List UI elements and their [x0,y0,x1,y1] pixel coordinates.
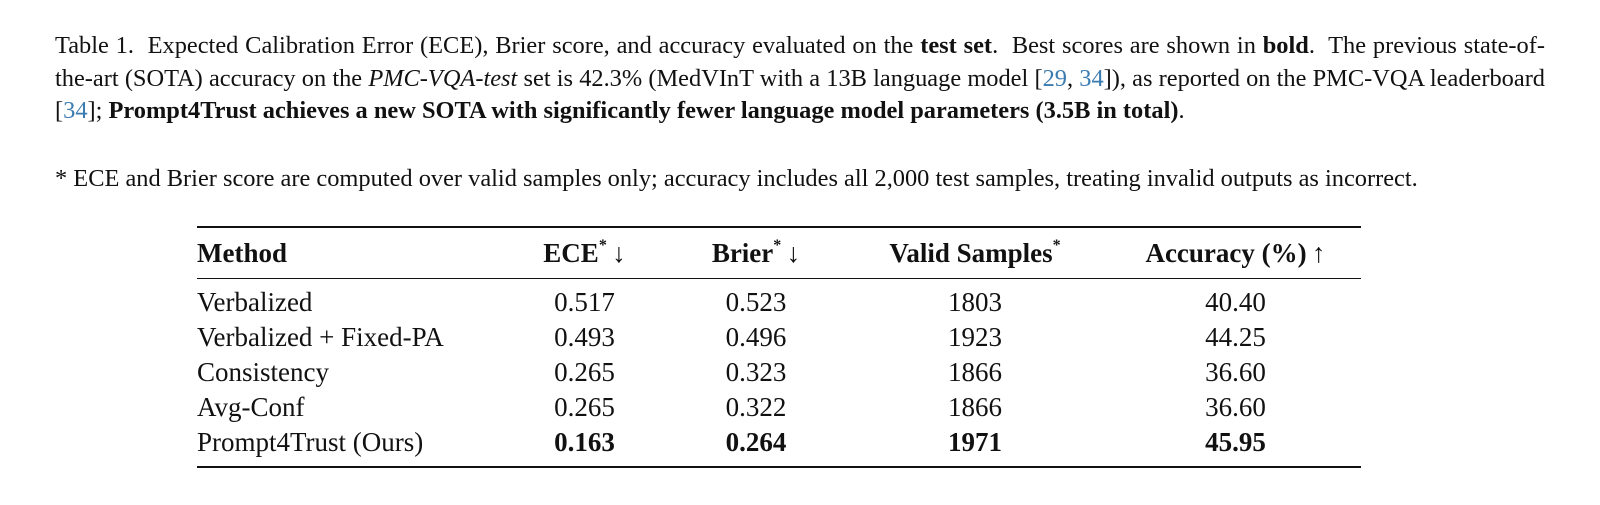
cell-brier: 0.264 [672,425,840,468]
cell-valid-samples: 1971 [840,425,1110,468]
dataset-name: PMC-VQA-test [368,64,518,92]
cell-accuracy: 40.40 [1205,287,1266,317]
cell-ece: 0.265 [554,357,615,387]
table-body: Verbalized 0.517 0.523 1803 40.40 Verbalized … [197,279,1361,468]
cell-accuracy: 44.25 [1205,322,1266,352]
cell-method: Verbalized + Fixed-PA [197,322,444,352]
cell-ece: 0.265 [554,392,615,422]
caption-sota-claim: Prompt4Trust achieves a new SOTA with si… [108,97,1179,124]
table-row: Prompt4Trust (Ours) 0.163 0.264 1971 45.95 [197,425,1361,468]
caption-label: Table 1. [55,32,134,59]
caption-sentence-1: Expected Calibration Error (ECE), Brier … [147,32,999,59]
cell-method: Prompt4Trust (Ours) [197,425,497,468]
cell-ece: 0.163 [497,425,672,468]
table-row: Verbalized 0.517 0.523 1803 40.40 [197,279,1361,321]
caption-footnote: * ECE and Brier score are computed over … [55,165,1418,192]
citation-link-34-leaderboard[interactable]: 34 [63,97,88,124]
header-brier: Brier* ↓ [672,226,840,279]
cell-valid-samples: 1923 [948,322,1002,352]
results-table: Method ECE* ↓ Brier* ↓ Valid Samples* Ac… [197,226,1361,468]
caption-paragraph: Table 1. Expected Calibration Error (ECE… [55,30,1545,128]
cell-brier: 0.323 [725,357,787,387]
header-accuracy: Accuracy (%) ↑ [1110,226,1361,279]
cell-accuracy: 36.60 [1205,392,1266,422]
cell-ece: 0.517 [554,287,615,317]
header-ece: ECE* ↓ [497,226,672,279]
table-caption: Table 1. Expected Calibration Error (ECE… [55,30,1545,128]
table-header-row: Method ECE* ↓ Brier* ↓ Valid Samples* Ac… [197,226,1361,279]
up-arrow-icon: ↑ [1312,237,1326,268]
cell-valid-samples: 1866 [948,392,1002,422]
header-method: Method [197,226,497,279]
cell-valid-samples: 1866 [948,357,1002,387]
results-table-container: Method ECE* ↓ Brier* ↓ Valid Samples* Ac… [197,226,1361,468]
citation-link-29[interactable]: 29 [1042,64,1067,92]
cell-accuracy: 36.60 [1205,357,1266,387]
cell-method: Avg-Conf [197,392,305,422]
table-row: Avg-Conf 0.265 0.322 1866 36.60 [197,390,1361,425]
cell-valid-samples: 1803 [948,287,1002,317]
table-row: Consistency 0.265 0.323 1866 36.60 [197,355,1361,390]
cell-method: Consistency [197,357,329,387]
cell-brier: 0.496 [725,322,787,352]
cell-ece: 0.493 [554,322,615,352]
down-arrow-icon: ↓ [612,237,626,268]
down-arrow-icon: ↓ [786,237,801,268]
cell-method: Verbalized [197,287,313,317]
header-valid-samples: Valid Samples* [840,226,1110,279]
caption-sentence-3: The previous state-of-the-art (SOTA) acc… [55,32,1546,124]
table-row: Verbalized + Fixed-PA 0.493 0.496 1923 44.25 [197,320,1361,355]
caption-sentence-2: Best scores are shown in bold. [1011,32,1315,59]
citation-link-34[interactable]: 34 [1079,64,1104,92]
cell-brier: 0.322 [725,392,787,422]
cell-accuracy: 45.95 [1110,425,1361,468]
cell-brier: 0.523 [725,287,787,317]
